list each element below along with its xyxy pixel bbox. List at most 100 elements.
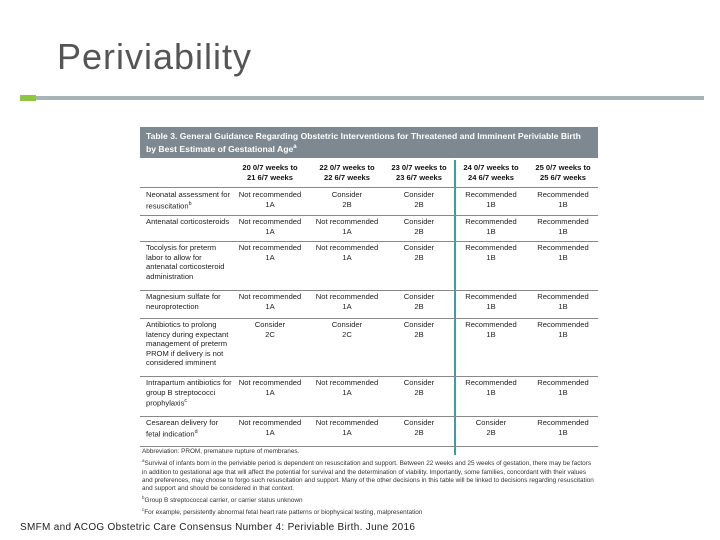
column-header-line: 21 6/7 weeks (246, 172, 294, 182)
cell-line: Not recommended (315, 418, 379, 427)
column-header-line: 25 6/7 weeks (539, 172, 587, 182)
cell-line: Not recommended (315, 292, 379, 301)
footnotes: Abbreviation: PROM, premature rupture of… (142, 448, 594, 519)
table-cell: Recommended 1B (456, 292, 526, 311)
cell-line: Consider (403, 190, 435, 199)
table-cell: Not recommended 1A (312, 243, 382, 262)
cell-line: 1B (486, 301, 496, 311)
highlight-line (454, 160, 456, 455)
cell-line: 2B (414, 226, 424, 236)
column-header: 24 0/7 weeks to 24 6/7 weeks (456, 163, 526, 182)
table-cell: Recommended 1B (456, 217, 526, 236)
footnote-text: For example, persistently abnormal fetal… (144, 509, 423, 517)
cell-line: 1B (486, 252, 496, 262)
cell-line: Not recommended (238, 418, 302, 427)
cell-line: 1B (558, 387, 568, 397)
cell-line: Not recommended (238, 292, 302, 301)
cell-line: 2B (486, 427, 496, 437)
cell-line: Recommended (537, 418, 589, 427)
row-label-text: Cesarean delivery for fetal indication (146, 418, 219, 439)
cell-line: 1B (558, 252, 568, 262)
cell-line: Recommended (537, 190, 589, 199)
table: Table 3. General Guidance Regarding Obst… (140, 127, 598, 525)
footnote: cFor example, persistently abnormal feta… (142, 506, 594, 517)
column-header: 20 0/7 weeks to 21 6/7 weeks (235, 163, 305, 182)
cell-line: Recommended (537, 292, 589, 301)
row-separator (140, 376, 598, 377)
cell-line: Consider (403, 217, 435, 226)
cell-line: Recommended (537, 243, 589, 252)
table-cell: Consider 2C (312, 320, 382, 339)
cell-line: Recommended (537, 217, 589, 226)
row-label-text: Magnesium sulfate for neuroprotection (146, 292, 221, 311)
title-rule-accent (20, 95, 36, 101)
row-label-text: Antenatal corticosteroids (146, 217, 230, 226)
table-cell: Recommended 1B (528, 190, 598, 209)
cell-line: 1B (558, 199, 568, 209)
slide-title: Periviability (57, 36, 253, 77)
caption-note: a (293, 144, 297, 150)
table-cell: Recommended 1B (528, 292, 598, 311)
column-header-line: 24 0/7 weeks to (463, 163, 519, 172)
cell-line: 1A (342, 226, 352, 236)
column-header-line: 22 0/7 weeks to (319, 163, 375, 172)
cell-line: Consider (254, 320, 286, 329)
cell-line: Consider (403, 243, 435, 252)
cell-line: Consider (403, 320, 435, 329)
table-cell: Recommended 1B (528, 378, 598, 397)
cell-line: Not recommended (238, 217, 302, 226)
table-cell: Recommended 1B (528, 217, 598, 236)
row-label: Intrapartum antibiotics for group B stre… (146, 378, 234, 408)
row-separator (140, 416, 598, 417)
column-header-line: 23 0/7 weeks to (391, 163, 447, 172)
cell-line: 1B (558, 329, 568, 339)
footnote: Abbreviation: PROM, premature rupture of… (142, 448, 594, 456)
caption-text: Table 3. General Guidance Regarding Obst… (146, 131, 581, 154)
cell-line: 2C (342, 329, 352, 339)
table-cell: Recommended 1B (456, 378, 526, 397)
row-label-text: Neonatal assessment for resuscitation (146, 190, 230, 211)
column-header-line: 24 6/7 weeks (467, 172, 515, 182)
cell-line: 1B (558, 226, 568, 236)
cell-line: Recommended (537, 378, 589, 387)
row-label: Magnesium sulfate for neuroprotection (146, 292, 234, 311)
table-cell: Consider 2C (235, 320, 305, 339)
cell-line: Recommended (465, 190, 517, 199)
column-header: 25 0/7 weeks to 25 6/7 weeks (528, 163, 598, 182)
row-label-note: b (188, 200, 192, 207)
cell-line: Recommended (465, 217, 517, 226)
table-cell: Not recommended 1A (235, 190, 305, 209)
cell-line: Recommended (465, 243, 517, 252)
table-cell: Consider 2B (384, 320, 454, 339)
column-header-line: 22 6/7 weeks (323, 172, 371, 182)
column-header: 23 0/7 weeks to 23 6/7 weeks (384, 163, 454, 182)
column-header-line: 25 0/7 weeks to (535, 163, 591, 172)
source: SMFM and ACOG Obstetric Care Consensus N… (20, 522, 416, 533)
cell-line: 1A (265, 252, 275, 262)
footnote: bGroup B streptococcal carrier, or carri… (142, 494, 594, 505)
table-cell: Recommended 1B (456, 190, 526, 209)
table-cell: Consider 2B (384, 292, 454, 311)
cell-line: 1B (486, 199, 496, 209)
table-cell: Not recommended 1A (235, 217, 305, 236)
cell-line: 1A (342, 387, 352, 397)
cell-line: Not recommended (315, 378, 379, 387)
cell-line: 1A (265, 226, 275, 236)
header-separator (140, 187, 598, 188)
cell-line: Consider (403, 378, 435, 387)
cell-line: Recommended (465, 320, 517, 329)
cell-line: Not recommended (238, 243, 302, 252)
footnote: aSurvival of infants born in the perivia… (142, 457, 594, 493)
cell-line: 2B (414, 427, 424, 437)
cell-line: Recommended (465, 378, 517, 387)
table-cell: Consider 2B (384, 378, 454, 397)
table-cell: Not recommended 1A (312, 418, 382, 437)
footnote-mark: a (142, 458, 145, 464)
table-cell: Not recommended 1A (235, 378, 305, 397)
table-cell: Not recommended 1A (312, 217, 382, 236)
row-label-note: c (184, 398, 188, 404)
cell-line: 2C (265, 329, 275, 339)
cell-line: 1A (265, 427, 275, 437)
table-cell: Recommended 1B (456, 243, 526, 262)
